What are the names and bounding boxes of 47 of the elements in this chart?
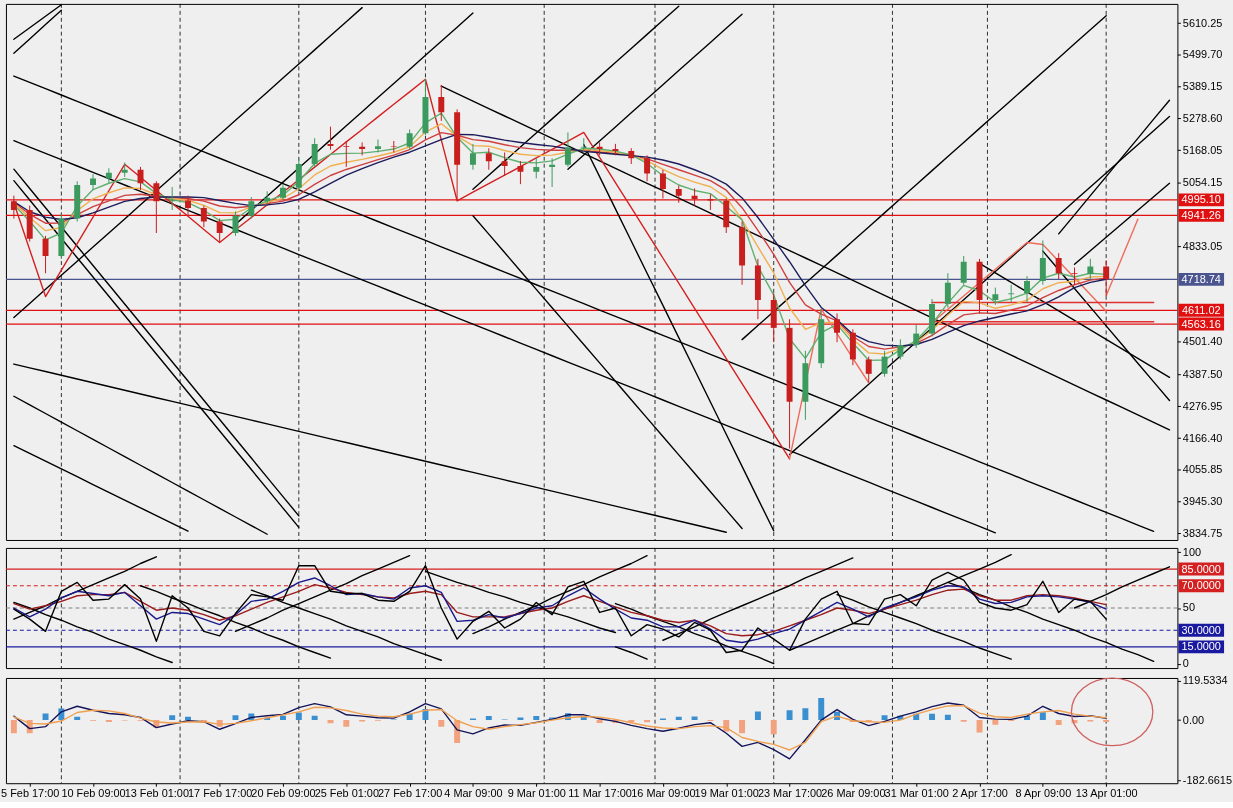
x-tick-label: 20 Feb 09:00: [251, 786, 316, 799]
y-tick-label: 5054.15: [1182, 176, 1223, 189]
x-tick-label: 8 Apr 09:00: [1015, 786, 1072, 799]
x-tick-label: 9 Mar 01:00: [507, 786, 566, 799]
x-tick-label: 31 Mar 01:00: [884, 786, 949, 799]
x-tick-label: 5 Feb 17:00: [1, 786, 60, 799]
x-tick-label: 16 Mar 09:00: [631, 786, 696, 799]
x-tick-label: 2 Apr 17:00: [952, 786, 1008, 799]
x-tick-label: 13 Feb 01:00: [124, 786, 189, 799]
y-tick-label: 5499.70: [1182, 48, 1223, 61]
y-tick-label: 4501.40: [1182, 335, 1223, 348]
y-tick-label: 5389.15: [1182, 80, 1223, 93]
y-tick-label: 100: [1182, 545, 1202, 558]
y-tick-label: 50: [1182, 601, 1196, 614]
y-tick-label: 5168.05: [1182, 143, 1223, 156]
x-tick-label: 13 Apr 01:00: [1075, 786, 1138, 799]
ref-line-label: 4718.74: [1181, 272, 1221, 285]
x-tick-label: 27 Feb 17:00: [377, 786, 443, 799]
y-tick-label: 4055.85: [1182, 463, 1223, 476]
y-tick-label: 0: [1182, 657, 1189, 670]
x-tick-label: 17 Feb 17:00: [188, 786, 253, 799]
y-tick-label: 5610.25: [1182, 16, 1223, 29]
y-tick-label: 5278.60: [1182, 111, 1223, 124]
ref-line-label: 85.0000: [1181, 562, 1221, 575]
y-tick-label: 3945.30: [1182, 495, 1223, 508]
ref-line-label: 4941.26: [1181, 208, 1221, 221]
x-tick-label: 25 Feb 01:00: [314, 786, 379, 799]
x-tick-label: 26 Mar 09:00: [821, 786, 886, 799]
x-tick-label: 10 Feb 09:00: [61, 786, 126, 799]
y-tick-label: 4166.40: [1182, 431, 1223, 444]
y-tick-label: 4387.50: [1182, 368, 1223, 381]
ref-line-label: 30.0000: [1181, 623, 1221, 636]
x-tick-label: 11 Mar 17:00: [568, 786, 632, 799]
y-tick-label: 3834.75: [1182, 526, 1223, 539]
x-tick-label: 23 Mar 17:00: [757, 786, 823, 799]
ref-line-label: 70.0000: [1181, 579, 1221, 592]
y-tick-label: 4276.95: [1182, 399, 1223, 412]
ref-line-label: 4611.02: [1181, 303, 1221, 316]
y-tick-label: 4833.05: [1182, 239, 1223, 252]
y-tick-label: 0.00: [1182, 713, 1205, 726]
ref-line-label: 4563.16: [1181, 317, 1221, 330]
ref-line-label: 15.0000: [1181, 640, 1221, 653]
x-tick-label: 19 Mar 01:00: [694, 786, 759, 799]
x-tick-label: 4 Mar 09:00: [444, 786, 503, 799]
y-tick-label: -182.6615: [1182, 773, 1232, 786]
y-tick-label: 119.5334: [1182, 674, 1228, 687]
ref-line-label: 4995.10: [1181, 193, 1221, 206]
